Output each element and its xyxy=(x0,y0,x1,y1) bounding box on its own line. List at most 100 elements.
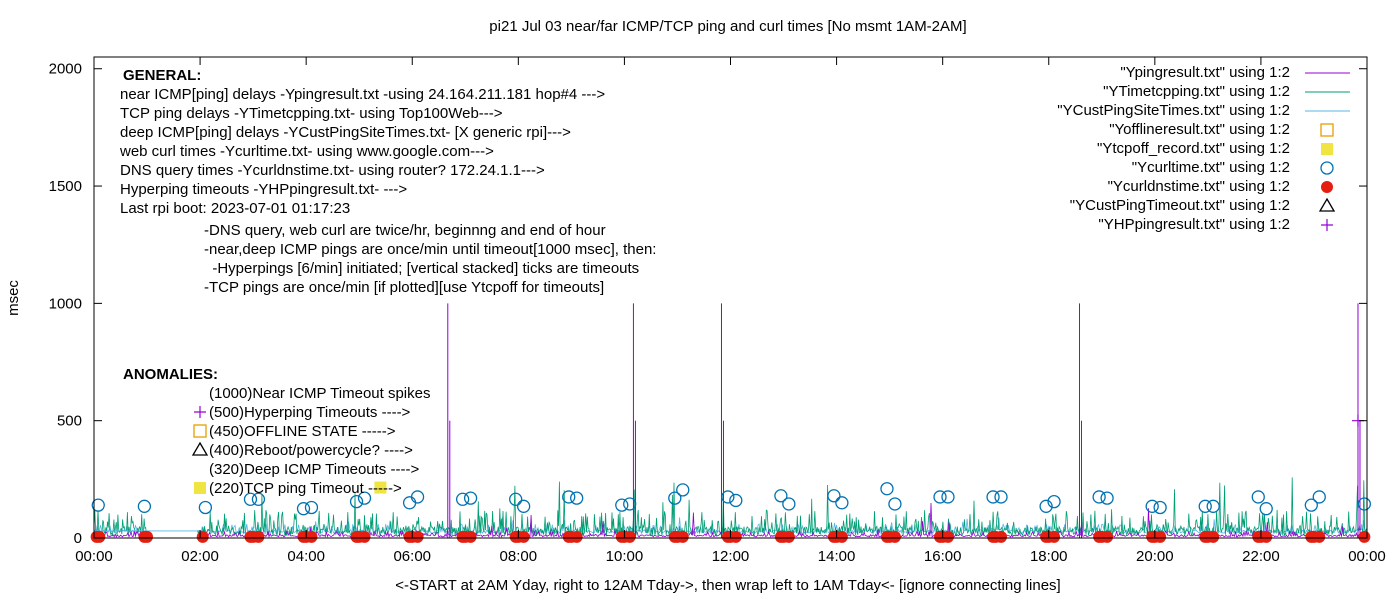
curl-time-point xyxy=(721,490,735,504)
dns-time-point xyxy=(358,530,371,543)
general-line: near ICMP[ping] delays -Ypingresult.txt … xyxy=(120,86,605,103)
curl-time-point xyxy=(827,489,841,503)
curl-time-point xyxy=(455,492,470,506)
curl-time-point xyxy=(623,497,637,511)
x-tick-label: 10:00 xyxy=(606,548,644,565)
x-tick-label: 14:00 xyxy=(818,548,856,565)
legend-label: "Ypingresult.txt" using 1:2 xyxy=(1120,64,1290,81)
dns-time-point xyxy=(1101,530,1114,543)
dns-time-point xyxy=(623,530,636,543)
y-tick-label: 2000 xyxy=(49,61,82,78)
dns-time-point xyxy=(517,530,530,543)
legend-label: "Ytcpoff_record.txt" using 1:2 xyxy=(1097,140,1290,157)
dns-time-point xyxy=(252,530,265,543)
curl-time-point xyxy=(1251,490,1265,504)
legend: "Ypingresult.txt" using 1:2 "YTimetcpping… xyxy=(1057,64,1350,233)
legend-label: "Yofflineresult.txt" using 1:2 xyxy=(1109,121,1290,138)
y-tick-label: 500 xyxy=(57,413,82,430)
legend-swatch xyxy=(1321,143,1333,155)
curl-time-point xyxy=(251,492,266,506)
legend-swatch xyxy=(1320,161,1334,175)
x-tick-label: 06:00 xyxy=(393,548,431,565)
dns-time-point xyxy=(196,530,209,543)
x-tick-label: 00:00 xyxy=(75,548,113,565)
dns-time-point xyxy=(1260,530,1273,543)
curl-time-point xyxy=(782,497,796,511)
general-line: DNS query times -Ycurldnstime.txt- using… xyxy=(120,162,545,179)
dns-time-point xyxy=(141,530,154,543)
legend-label: "YHPpingresult.txt" using 1:2 xyxy=(1098,216,1290,233)
curl-time-point xyxy=(1153,500,1167,515)
legend-label: "Ycurldnstime.txt" using 1:2 xyxy=(1108,178,1290,195)
x-tick-label: 04:00 xyxy=(287,548,325,565)
note-line: -Hyperpings [6/min] initiated; [vertical… xyxy=(204,260,639,277)
annotation-notes: GENERAL: near ICMP[ping] delays -Ypingres… xyxy=(119,67,656,497)
curl-time-point xyxy=(880,482,894,496)
curl-time-point xyxy=(774,489,788,503)
curl-time-point xyxy=(1145,499,1159,513)
curl-time-point xyxy=(1312,490,1326,504)
curl-time-point xyxy=(1304,498,1318,512)
curl-time-point xyxy=(668,491,682,505)
general-heading: GENERAL: xyxy=(123,67,201,84)
curl-time-point xyxy=(888,497,902,511)
anomaly-line: (220)TCP ping Timeout -----> xyxy=(209,480,402,497)
x-tick-label: 22:00 xyxy=(1242,548,1280,565)
anomaly-marker xyxy=(191,441,209,456)
note-line: -near,deep ICMP pings are once/min until… xyxy=(204,241,656,258)
anomaly-marker xyxy=(193,424,207,438)
general-line: TCP ping delays -YTimetcpping.txt- using… xyxy=(120,105,503,122)
x-tick-label: 16:00 xyxy=(924,548,962,565)
curl-time-point xyxy=(835,496,849,510)
x-tick-label: 20:00 xyxy=(1136,548,1174,565)
anomaly-marker xyxy=(194,482,206,494)
legend-swatch xyxy=(1320,123,1334,137)
curl-time-point xyxy=(91,498,105,512)
curl-time-point xyxy=(1092,490,1106,504)
anomaly-line: (450)OFFLINE STATE -----> xyxy=(209,423,396,440)
legend-label: "YCustPingTimeout.txt" using 1:2 xyxy=(1070,197,1290,214)
curl-time-point xyxy=(304,500,319,515)
dns-time-point xyxy=(464,530,477,543)
curl-time-point xyxy=(570,491,584,505)
legend-label: "YCustPingSiteTimes.txt" using 1:2 xyxy=(1057,102,1290,119)
dns-time-point xyxy=(941,530,954,543)
dns-time-point xyxy=(1154,530,1167,543)
curl-time-point xyxy=(1198,499,1212,513)
curl-time-point xyxy=(986,490,1000,504)
curl-time-point xyxy=(676,483,690,497)
x-tick-label: 00:00 xyxy=(1348,548,1386,565)
x-tick-label: 18:00 xyxy=(1030,548,1068,565)
curl-time-point xyxy=(994,490,1008,504)
curl-time-point xyxy=(296,502,311,516)
curl-time-point xyxy=(1206,499,1220,513)
x-tick-label: 12:00 xyxy=(712,548,750,565)
general-line: web curl times -Ycurltime.txt- using www… xyxy=(119,143,494,160)
marker-layer xyxy=(90,414,1371,543)
axis-layer: 0 500 1000 1500 2000 00:00 02:00 04:00 06:00 08:0… xyxy=(49,57,1386,565)
curl-time-point xyxy=(933,490,947,504)
curl-time-point xyxy=(516,499,531,513)
note-line: -TCP pings are once/min [if plotted][use… xyxy=(204,279,604,296)
curl-time-point xyxy=(1047,494,1061,509)
y-tick-label: 1000 xyxy=(49,295,82,312)
x-tick-label: 08:00 xyxy=(500,548,538,565)
dns-time-point xyxy=(1313,530,1326,543)
curl-time-point xyxy=(243,492,258,506)
curl-time-point xyxy=(1357,497,1371,511)
dns-time-point xyxy=(676,530,689,543)
dns-time-point xyxy=(1048,530,1061,543)
dns-time-point xyxy=(305,530,318,543)
legend-swatch xyxy=(1321,181,1333,193)
tcp-timeout-point xyxy=(374,481,387,494)
curl-time-point xyxy=(941,490,955,504)
curl-time-point xyxy=(562,490,576,504)
legend-swatch xyxy=(1318,197,1336,212)
curl-time-point xyxy=(509,492,523,506)
anomaly-line: (1000)Near ICMP Timeout spikes xyxy=(209,385,430,402)
anomaly-line: (500)Hyperping Timeouts ----> xyxy=(209,404,411,421)
curl-time-point xyxy=(729,493,743,508)
x-tick-label: 02:00 xyxy=(181,548,219,565)
dns-time-point xyxy=(1207,530,1220,543)
anomaly-marker xyxy=(194,406,206,418)
